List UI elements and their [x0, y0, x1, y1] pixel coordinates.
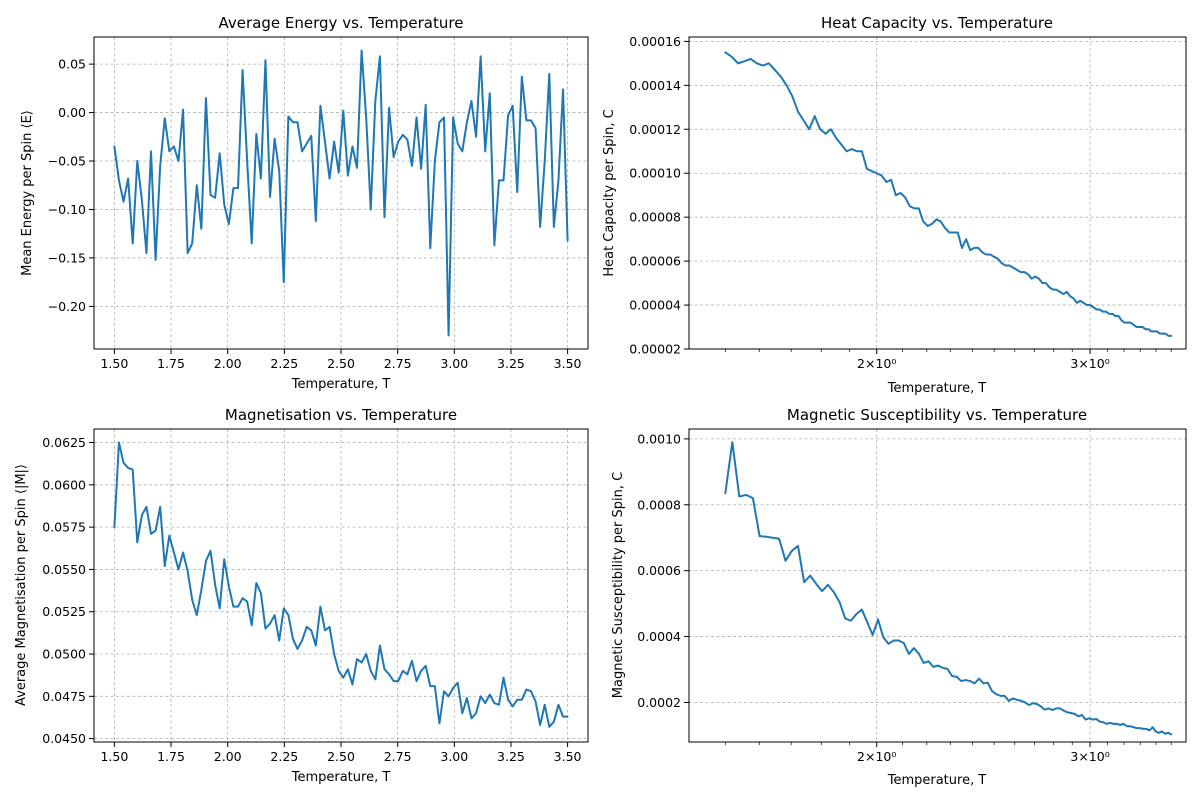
x-tick-label: 3.50 [554, 356, 582, 371]
y-tick-label: 0.05 [58, 57, 86, 72]
x-tick-label: 1.75 [157, 749, 185, 764]
y-tick-label: 0.0550 [42, 562, 86, 577]
x-tick-label: 3×10⁰ [1070, 749, 1109, 764]
y-tick-label: 0.0500 [42, 647, 86, 662]
x-tick-label: 2.50 [327, 749, 355, 764]
y-tick-label: 0.0008 [637, 497, 681, 512]
x-tick-label: 2×10⁰ [857, 356, 896, 371]
y-tick-label: −0.10 [48, 202, 86, 217]
axes-frame [688, 36, 1187, 350]
y-tick-label: 0.00014 [629, 78, 681, 93]
y-axis-label: Magnetic Susceptibility per Spin, C [611, 472, 626, 698]
x-tick-label: 3.25 [497, 749, 525, 764]
y-tick-label: 0.0525 [42, 604, 86, 619]
y-tick-label: 0.00006 [629, 254, 681, 269]
x-axis-label: Temperature, T [291, 377, 391, 392]
y-tick-label: 0.0006 [637, 563, 681, 578]
y-tick-label: 0.00012 [629, 122, 681, 137]
x-tick-label: 3.00 [440, 356, 468, 371]
chart-susceptibility: Magnetic Susceptibility vs. Temperature … [611, 406, 1187, 788]
chart-title: Magnetisation vs. Temperature [225, 406, 457, 424]
y-axis-label: Heat Capacity per Spin, C [602, 109, 617, 276]
y-tick-label: −0.15 [48, 250, 86, 265]
x-tick-label: 2.75 [384, 356, 412, 371]
y-tick-label: 0.0475 [42, 689, 86, 704]
y-tick-label: 0.00002 [629, 342, 681, 357]
x-tick-label: 2.00 [214, 356, 242, 371]
y-axis-label: Mean Energy per Spin ⟨E⟩ [20, 110, 35, 276]
chart-heat-capacity: Heat Capacity vs. Temperature Temperatur… [602, 14, 1187, 396]
x-tick-label: 2.25 [270, 356, 298, 371]
y-tick-label: 0.00004 [629, 298, 681, 313]
chart-title: Heat Capacity vs. Temperature [821, 14, 1053, 32]
x-tick-label: 2.50 [327, 356, 355, 371]
x-axis-label: Temperature, T [291, 770, 391, 785]
y-tick-label: −0.20 [48, 299, 86, 314]
y-tick-label: 0.0575 [42, 520, 86, 535]
x-tick-label: 1.75 [157, 356, 185, 371]
x-tick-label: 2.25 [270, 749, 298, 764]
series-line [724, 441, 1173, 736]
series-line [113, 441, 569, 728]
y-tick-label: 0.0004 [637, 629, 681, 644]
x-tick-label: 3.50 [554, 749, 582, 764]
chart-magnetisation: Magnetisation vs. Temperature Temperatur… [14, 406, 589, 785]
x-tick-label: 2×10⁰ [857, 749, 896, 764]
x-tick-label: 2.75 [384, 749, 412, 764]
x-axis-label: Temperature, T [887, 381, 987, 396]
y-tick-label: 0.00008 [629, 210, 681, 225]
y-tick-label: 0.00016 [629, 34, 681, 49]
series-line [724, 51, 1173, 337]
axes-frame [688, 428, 1187, 743]
y-tick-label: 0.0450 [42, 731, 86, 746]
y-tick-label: −0.05 [48, 154, 86, 169]
x-tick-label: 2.00 [214, 749, 242, 764]
chart-energy: Average Energy vs. Temperature Temperatu… [20, 14, 589, 392]
y-tick-label: 0.00010 [629, 166, 681, 181]
y-tick-label: 0.0002 [637, 695, 681, 710]
y-tick-label: 0.00 [58, 105, 86, 120]
chart-title: Average Energy vs. Temperature [219, 14, 464, 32]
x-axis-label: Temperature, T [887, 773, 987, 788]
x-tick-label: 1.50 [100, 749, 128, 764]
y-tick-label: 0.0600 [42, 477, 86, 492]
y-tick-label: 0.0625 [42, 435, 86, 450]
x-tick-label: 3.00 [440, 749, 468, 764]
x-tick-label: 3.25 [497, 356, 525, 371]
y-tick-label: 0.0010 [637, 431, 681, 446]
x-tick-label: 3×10⁰ [1070, 356, 1109, 371]
series-line [113, 49, 569, 337]
x-tick-label: 1.50 [100, 356, 128, 371]
y-axis-label: Average Magnetisation per Spin ⟨|M|⟩ [14, 464, 29, 706]
chart-title: Magnetic Susceptibility vs. Temperature [787, 406, 1087, 424]
